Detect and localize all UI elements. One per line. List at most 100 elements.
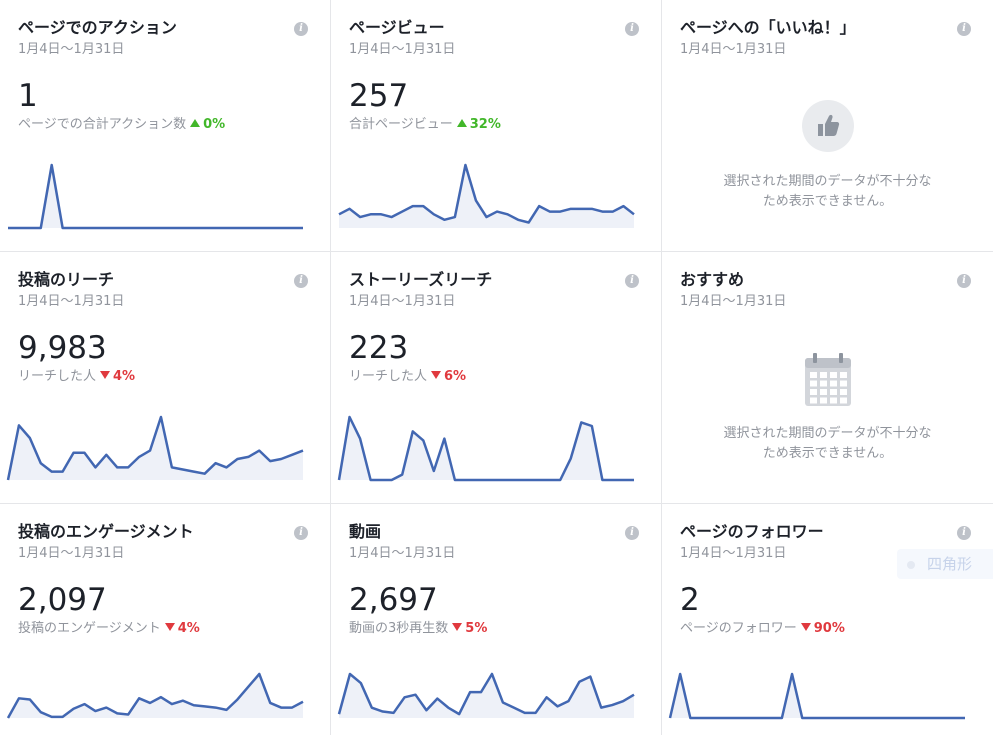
no-data-message: 選択された期間のデータが不十分なため表示できません。: [723, 174, 932, 209]
card-date-range: 1月4日～1月31日: [349, 42, 456, 57]
metric-label-row: リーチした人 6%: [349, 368, 643, 386]
metric-value: 2: [680, 582, 700, 618]
metric-label: リーチした人: [18, 369, 97, 384]
card-title[interactable]: 動画: [349, 522, 382, 541]
metric-value: 223: [349, 330, 409, 366]
sparkline-chart: [6, 415, 304, 481]
calendar-icon: [803, 352, 853, 412]
trend-up-icon: [190, 119, 201, 127]
shape-dot: [907, 560, 915, 569]
card-title[interactable]: ページビュー: [349, 18, 445, 37]
card-date-range: 1月4日～1月31日: [680, 546, 787, 561]
sparkline-chart: [337, 415, 634, 482]
metric-delta: 6%: [431, 369, 466, 384]
metric-delta: 32%: [456, 117, 501, 132]
metric-label-row: 動画の3秒再生数 5%: [349, 620, 643, 638]
sparkline-line: [337, 672, 635, 716]
card-title[interactable]: 投稿のエンゲージメント: [18, 522, 194, 541]
insight-card[interactable]: 動画 1月4日～1月31日 i 2,697 動画の3秒再生数 5%: [331, 504, 662, 735]
metric-value: 1: [18, 78, 38, 114]
card-date-range: 1月4日～1月31日: [680, 294, 787, 309]
card-title[interactable]: ページのフォロワー: [680, 522, 824, 541]
thumbs-up-icon: [801, 100, 854, 156]
no-data-message: 選択された期間のデータが不十分なため表示できません。: [723, 426, 932, 461]
trend-down-icon: [800, 623, 811, 631]
metric-label: ページのフォロワー: [680, 621, 797, 636]
sparkline-line: [338, 163, 635, 224]
metric-delta: 4%: [100, 369, 135, 384]
delta-value: 32%: [469, 117, 501, 132]
metric-label: ページでの合計アクション数: [18, 117, 187, 132]
sparkline-area: [670, 674, 965, 718]
card-date-range: 1月4日～1月31日: [18, 294, 125, 309]
metric-label-row: 合計ページビュー 32%: [349, 116, 643, 134]
delta-value: 4%: [177, 621, 200, 636]
metric-delta: 4%: [164, 621, 200, 636]
info-icon[interactable]: i: [957, 22, 971, 36]
sparkline-chart: [668, 672, 965, 720]
delta-value: 6%: [444, 369, 467, 384]
insight-card[interactable]: ストーリーズリーチ 1月4日～1月31日 i 223 リーチした人 6%: [331, 252, 662, 504]
insight-card[interactable]: 投稿のエンゲージメント 1月4日～1月31日 i 2,097 投稿のエンゲージメント 4%: [0, 504, 331, 735]
metric-label-row: ページのフォロワー 90%: [680, 620, 975, 638]
insight-card[interactable]: 投稿のリーチ 1月4日～1月31日 i 9,983 リーチした人 4%: [0, 252, 331, 504]
delta-value: 90%: [813, 621, 845, 636]
card-date-range: 1月4日～1月31日: [349, 294, 456, 309]
card-date-range: 1月4日～1月31日: [349, 546, 456, 561]
sparkline-area: [339, 165, 634, 228]
metric-delta: 90%: [800, 621, 845, 636]
sparkline-area: [339, 674, 634, 718]
trend-down-icon: [164, 623, 175, 631]
card-date-range: 1月4日～1月31日: [18, 546, 125, 561]
sparkline-chart: [337, 672, 635, 718]
metric-value: 9,983: [18, 330, 107, 366]
card-title[interactable]: ストーリーズリーチ: [349, 270, 493, 289]
card-title[interactable]: おすすめ: [680, 270, 745, 289]
metric-value: 257: [349, 78, 409, 114]
metric-label-row: 投稿のエンゲージメント 4%: [18, 620, 312, 638]
metric-label: 動画の3秒再生数: [349, 621, 449, 636]
sparkline-line: [337, 415, 634, 482]
trend-up-icon: [456, 119, 467, 127]
sparkline-chart: [6, 672, 304, 719]
metric-value: 2,697: [349, 582, 438, 618]
sparkline-line: [668, 672, 965, 720]
info-icon[interactable]: i: [294, 22, 308, 36]
metric-value: 2,097: [18, 582, 107, 618]
info-icon[interactable]: i: [957, 526, 971, 540]
sparkline-line: [6, 415, 304, 481]
sparkline-chart: [338, 163, 635, 228]
card-title[interactable]: ページへの「いいね！」: [680, 18, 856, 37]
metric-label: 投稿のエンゲージメント: [18, 621, 161, 636]
metric-delta: 5%: [452, 621, 487, 636]
insight-card[interactable]: おすすめ 1月4日～1月31日 i 選択された期間のデータが不十分なため表示できません…: [662, 252, 993, 504]
info-icon[interactable]: i: [294, 526, 308, 540]
delta-value: 4%: [113, 369, 136, 384]
sparkline-area: [8, 674, 303, 718]
insight-card[interactable]: ページビュー 1月4日～1月31日 i 257 合計ページビュー 32%: [331, 0, 662, 252]
shape-tooltip-label: 四角形: [927, 555, 973, 573]
card-date-range: 1月4日～1月31日: [18, 42, 125, 57]
trend-down-icon: [100, 371, 111, 379]
trend-down-icon: [431, 371, 442, 379]
metric-label: 合計ページビュー: [349, 117, 453, 132]
insight-card[interactable]: ページでのアクション 1月4日～1月31日 i 1 ページでの合計アクション数 0%: [0, 0, 331, 252]
card-title[interactable]: ページでのアクション: [18, 18, 177, 37]
sparkline-chart: [8, 163, 303, 230]
info-icon[interactable]: i: [625, 274, 639, 288]
sparkline-area: [8, 417, 303, 480]
metric-label-row: リーチした人 4%: [18, 368, 312, 386]
info-icon[interactable]: i: [625, 22, 639, 36]
delta-value: 0%: [203, 117, 226, 132]
insight-card[interactable]: ページのフォロワー 1月4日～1月31日 i 2 ページのフォロワー 90%: [662, 504, 993, 735]
info-icon[interactable]: i: [625, 526, 639, 540]
metric-delta: 0%: [190, 117, 225, 132]
shape-tooltip: 四角形: [897, 549, 993, 579]
info-icon[interactable]: i: [294, 274, 308, 288]
insight-card[interactable]: ページへの「いいね！」 1月4日～1月31日 i 選択された期間のデータが不十分なため…: [662, 0, 993, 252]
info-icon[interactable]: i: [957, 274, 971, 288]
trend-down-icon: [452, 623, 463, 631]
card-date-range: 1月4日～1月31日: [680, 42, 787, 57]
metric-label: リーチした人: [349, 369, 428, 384]
card-title[interactable]: 投稿のリーチ: [18, 270, 115, 289]
